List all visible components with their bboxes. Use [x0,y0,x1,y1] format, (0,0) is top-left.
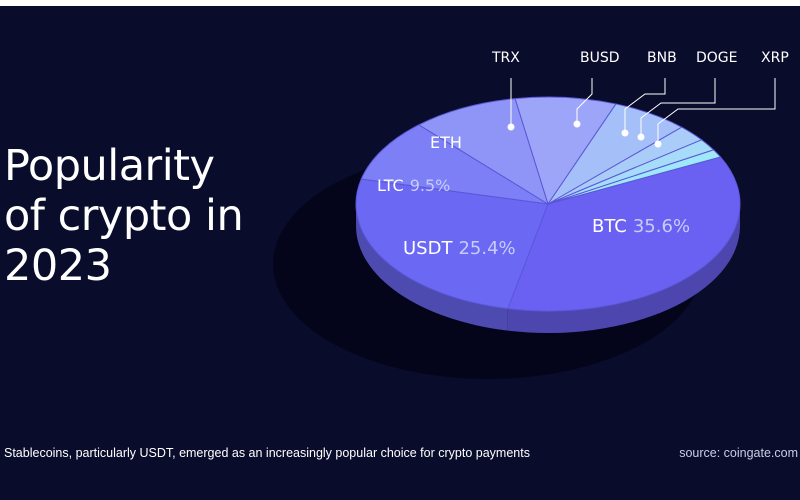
leader-dot-trx [507,123,515,131]
label-busd: BUSD [580,50,620,66]
chart-frame: Popularity of crypto in 2023 BTC 35.6% USD… [0,6,800,500]
leader-dot-doge [637,133,645,141]
leader-line-busd [576,78,593,124]
leader-dot-xrp [654,140,662,148]
slice-side-usdt [356,204,508,331]
title-line-2: of crypto in [4,191,244,241]
slice-ltc [360,124,549,205]
leader-dot-bnb [621,129,629,137]
label-bnb: BNB [647,50,677,66]
slice-usdt [355,178,549,310]
pie-chart: BTC 35.6% USDT 25.4% LTC 9.5% ETH TRX BUSD BNB DOG… [273,50,789,379]
slice-xrp [547,149,722,205]
source-credit: source: coingate.com [679,446,798,460]
leader-line-xrp [657,78,776,144]
slice-btc [507,156,741,312]
title-line-3: 2023 [4,241,112,291]
leader-line-doge [640,78,716,137]
label-eth: ETH [430,133,462,152]
title-line-1: Popularity [4,141,215,191]
slice-side-btc [507,204,740,333]
chart-caption: Stablecoins, particularly USDT, emerged … [4,446,530,460]
label-xrp: XRP [761,50,789,66]
label-btc: BTC 35.6% [592,216,690,237]
chart-title: Popularity of crypto in 2023 [4,141,244,291]
leader-dot-busd [573,120,581,128]
label-doge: DOGE [696,50,738,66]
slice-trx [514,96,617,206]
label-ltc: LTC 9.5% [377,176,450,195]
leader-line-bnb [624,78,666,133]
label-usdt: USDT 25.4% [403,238,516,259]
label-trx: TRX [491,50,520,66]
